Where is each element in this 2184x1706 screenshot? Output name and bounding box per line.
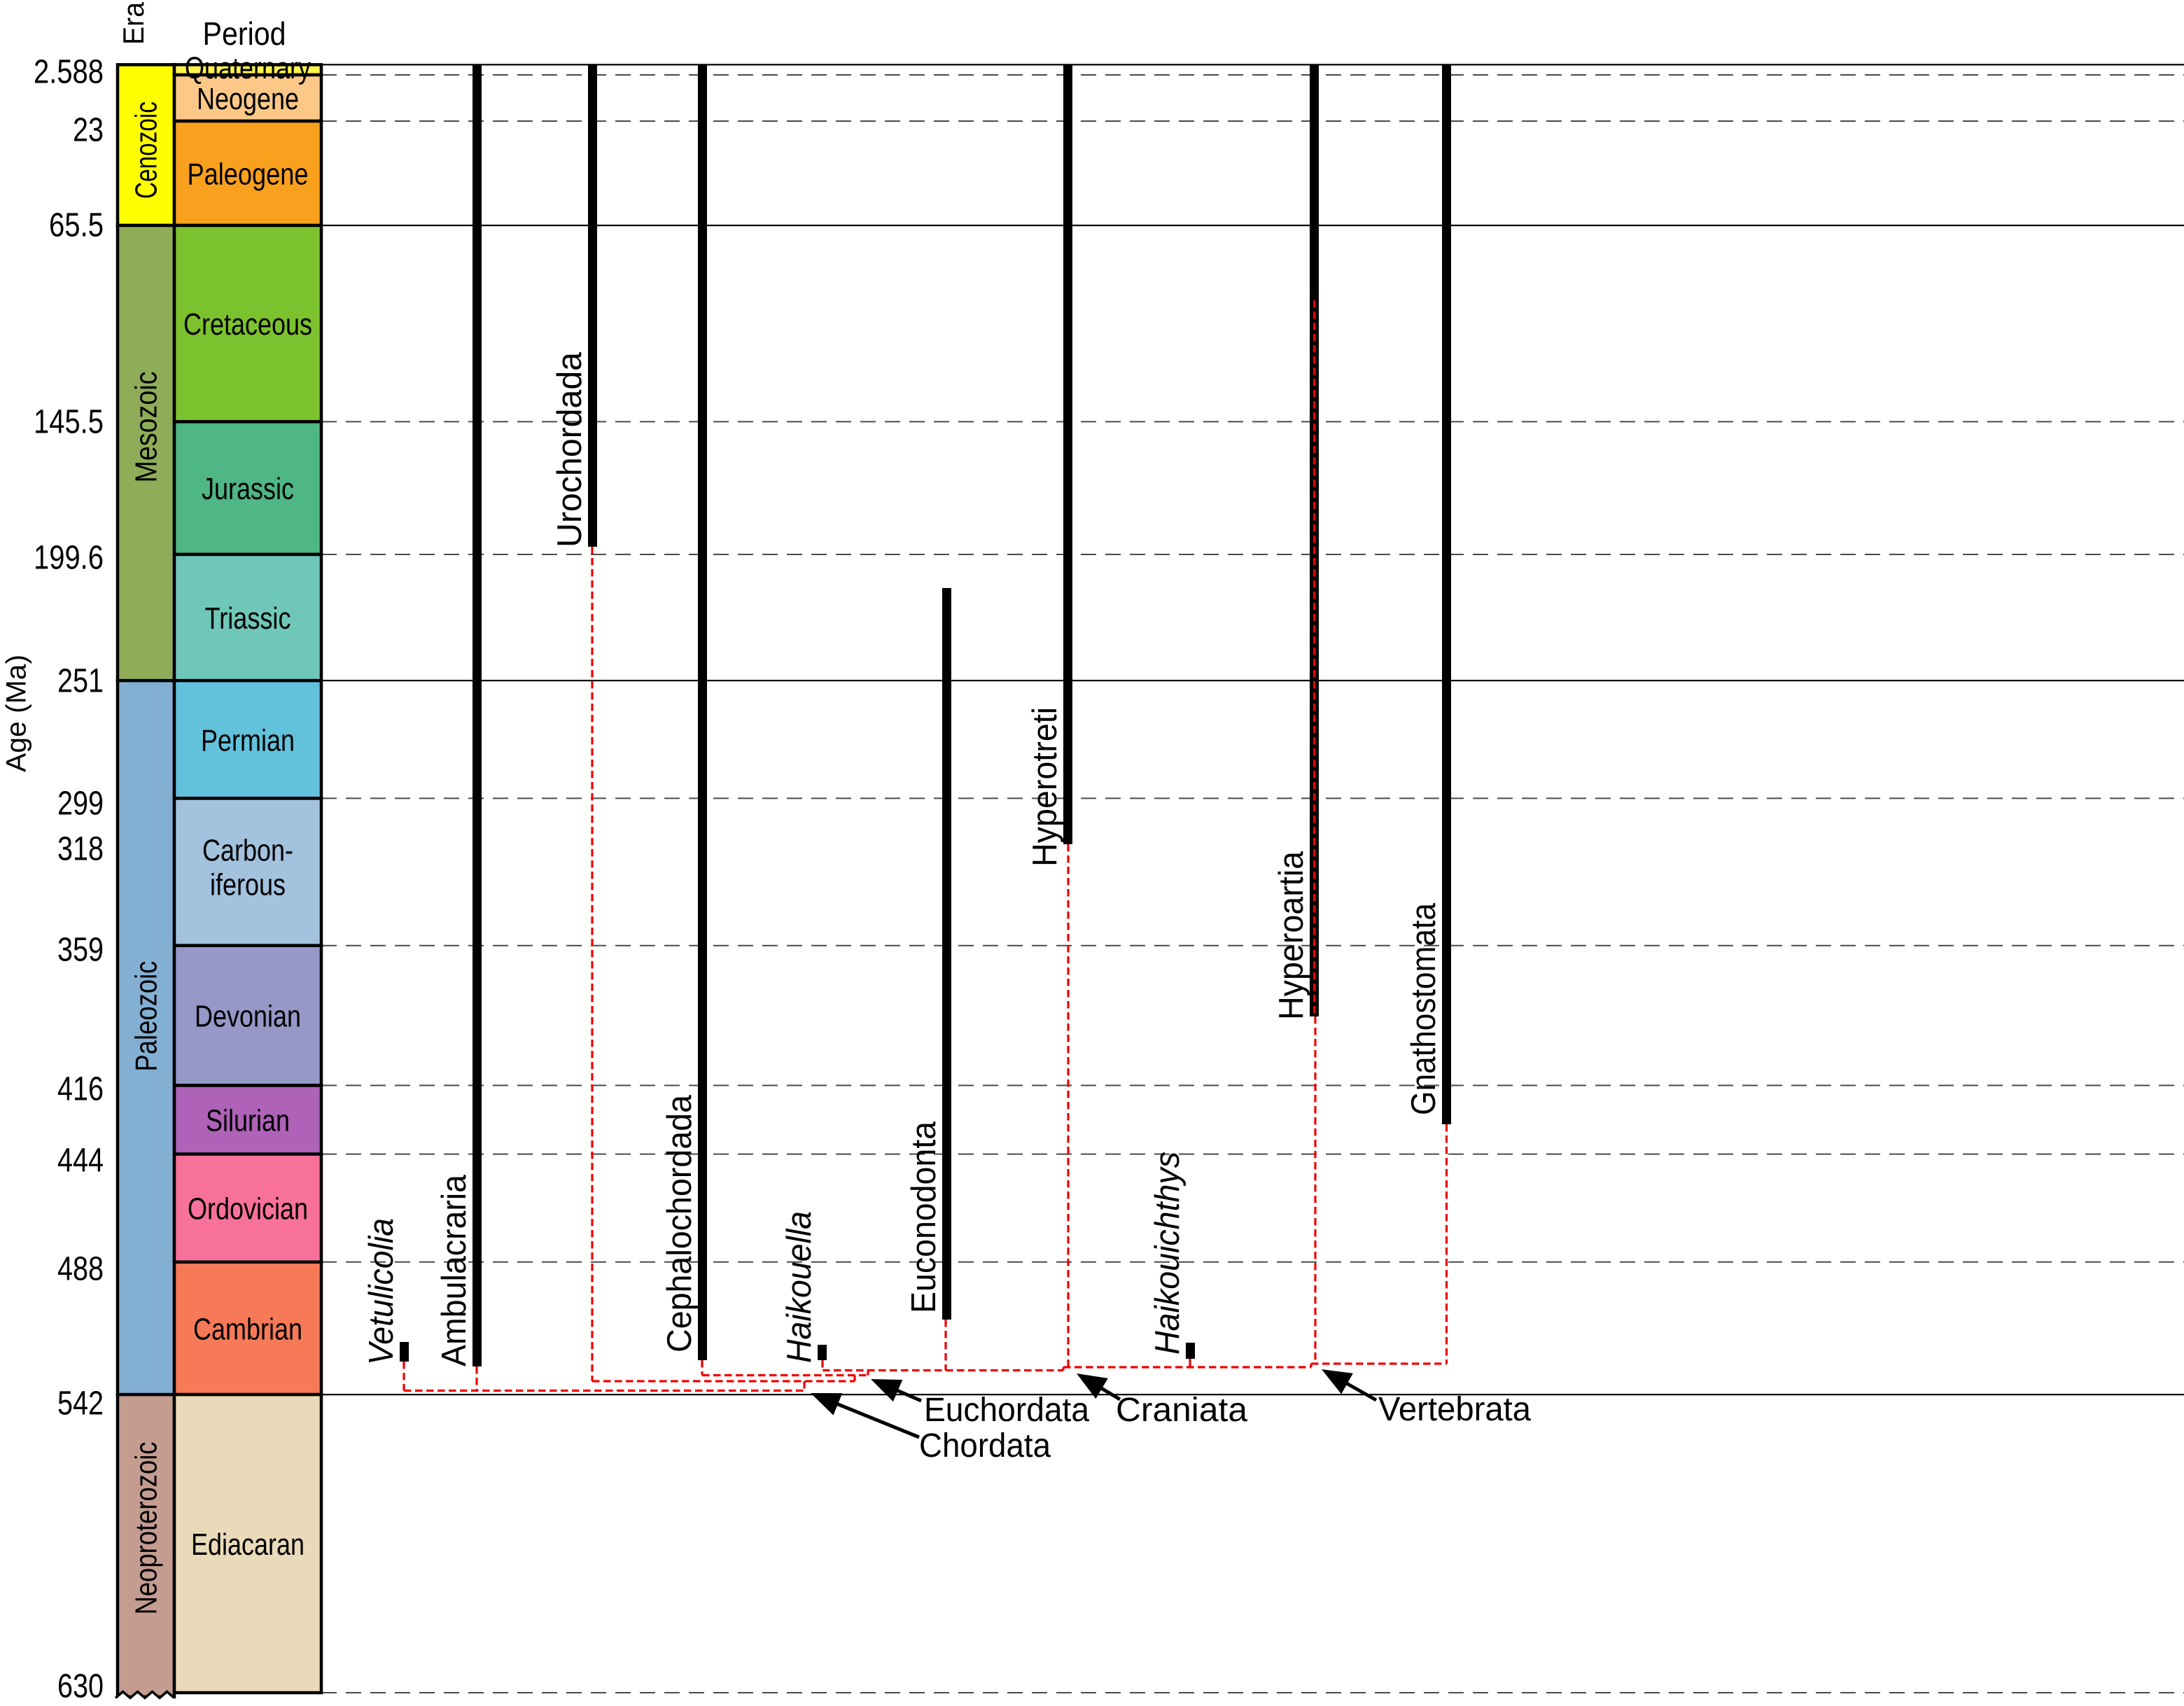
svg-text:Period: Period (203, 15, 286, 52)
svg-text:Cephalochordada: Cephalochordada (661, 1094, 699, 1352)
svg-text:Paleozoic: Paleozoic (130, 961, 164, 1072)
svg-text:Cenozoic: Cenozoic (130, 102, 164, 199)
svg-text:Carbon-: Carbon- (202, 834, 293, 868)
svg-text:488: 488 (57, 1251, 104, 1288)
svg-text:Urochordada: Urochordada (551, 351, 589, 547)
svg-text:299: 299 (57, 785, 104, 823)
svg-text:Hyperoartia: Hyperoartia (1273, 851, 1310, 1020)
svg-text:Ediacaran: Ediacaran (191, 1527, 304, 1562)
svg-text:Haikouichthys: Haikouichthys (1149, 1152, 1186, 1355)
svg-text:Age (Ma): Age (Ma) (1, 655, 32, 772)
svg-text:318: 318 (57, 831, 104, 868)
svg-text:Quaternary: Quaternary (185, 51, 311, 85)
svg-text:2.588: 2.588 (34, 54, 104, 91)
svg-text:Ambulacraria: Ambulacraria (435, 1174, 473, 1366)
svg-text:Hyperotreti: Hyperotreti (1026, 707, 1064, 867)
svg-text:145.5: 145.5 (34, 404, 104, 441)
svg-text:630: 630 (57, 1668, 104, 1705)
svg-text:iferous: iferous (210, 868, 286, 902)
svg-text:Cambrian: Cambrian (193, 1313, 302, 1347)
svg-text:Ordovician: Ordovician (188, 1192, 308, 1226)
svg-text:Cretaceous: Cretaceous (183, 307, 312, 342)
svg-text:359: 359 (57, 932, 104, 969)
svg-text:Vertebrata: Vertebrata (1378, 1391, 1531, 1428)
svg-text:542: 542 (57, 1385, 104, 1422)
svg-text:Era: Era (117, 1, 150, 45)
svg-text:Devonian: Devonian (195, 1000, 301, 1034)
svg-text:199.6: 199.6 (34, 540, 104, 577)
svg-text:416: 416 (57, 1071, 104, 1108)
svg-text:Gnathostomata: Gnathostomata (1405, 902, 1443, 1115)
svg-text:Paleogene: Paleogene (188, 158, 309, 192)
svg-text:Euconodonta: Euconodonta (905, 1121, 943, 1313)
svg-text:Chordata: Chordata (919, 1427, 1051, 1464)
svg-text:Euchordata: Euchordata (924, 1392, 1089, 1429)
svg-text:Mesozoic: Mesozoic (130, 372, 164, 483)
svg-text:Silurian: Silurian (206, 1104, 290, 1138)
svg-text:Haikouella: Haikouella (780, 1211, 818, 1363)
svg-text:Permian: Permian (201, 723, 295, 757)
svg-text:Craniata: Craniata (1116, 1392, 1247, 1429)
svg-text:65.5: 65.5 (49, 207, 104, 244)
svg-text:23: 23 (73, 112, 104, 149)
svg-text:Neoproterozoic: Neoproterozoic (130, 1442, 164, 1615)
svg-text:251: 251 (57, 663, 104, 700)
svg-text:444: 444 (57, 1142, 104, 1180)
svg-text:Vetulicolia: Vetulicolia (363, 1218, 400, 1365)
svg-text:Jurassic: Jurassic (202, 472, 294, 506)
svg-text:Triassic: Triassic (205, 601, 291, 636)
svg-text:Neogene: Neogene (197, 82, 299, 116)
